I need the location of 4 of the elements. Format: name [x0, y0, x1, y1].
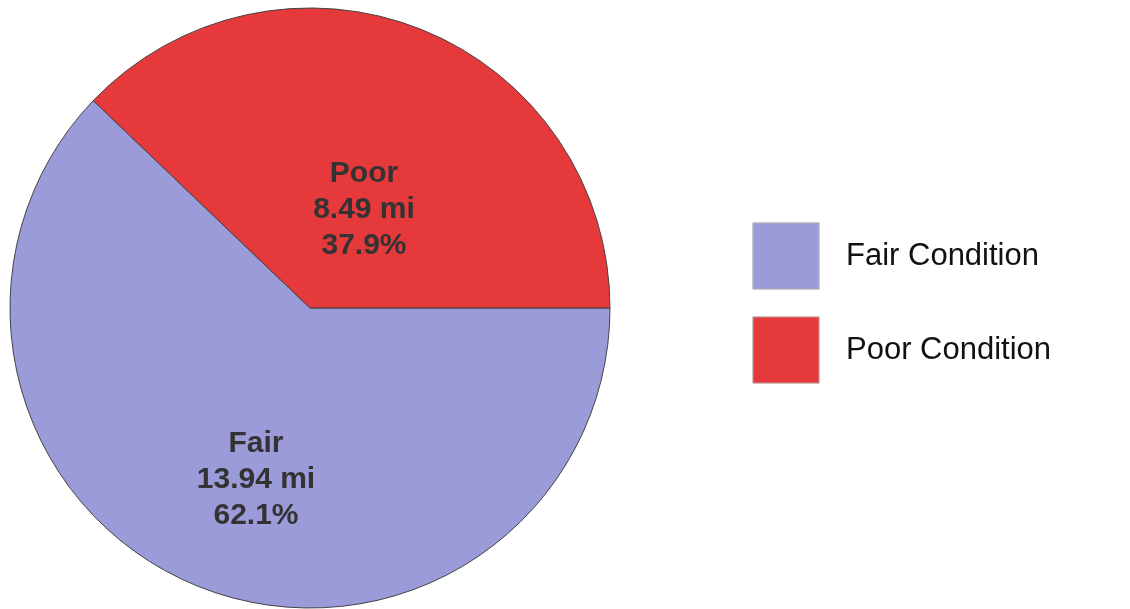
data-label: Fair 13.94 mi 62.1% [196, 424, 316, 530]
legend-label: Poor Condition [846, 331, 1052, 366]
legend-label: Fair Condition [846, 237, 1039, 272]
data-label: Poor 8.49 mi 37.9% [313, 155, 415, 261]
